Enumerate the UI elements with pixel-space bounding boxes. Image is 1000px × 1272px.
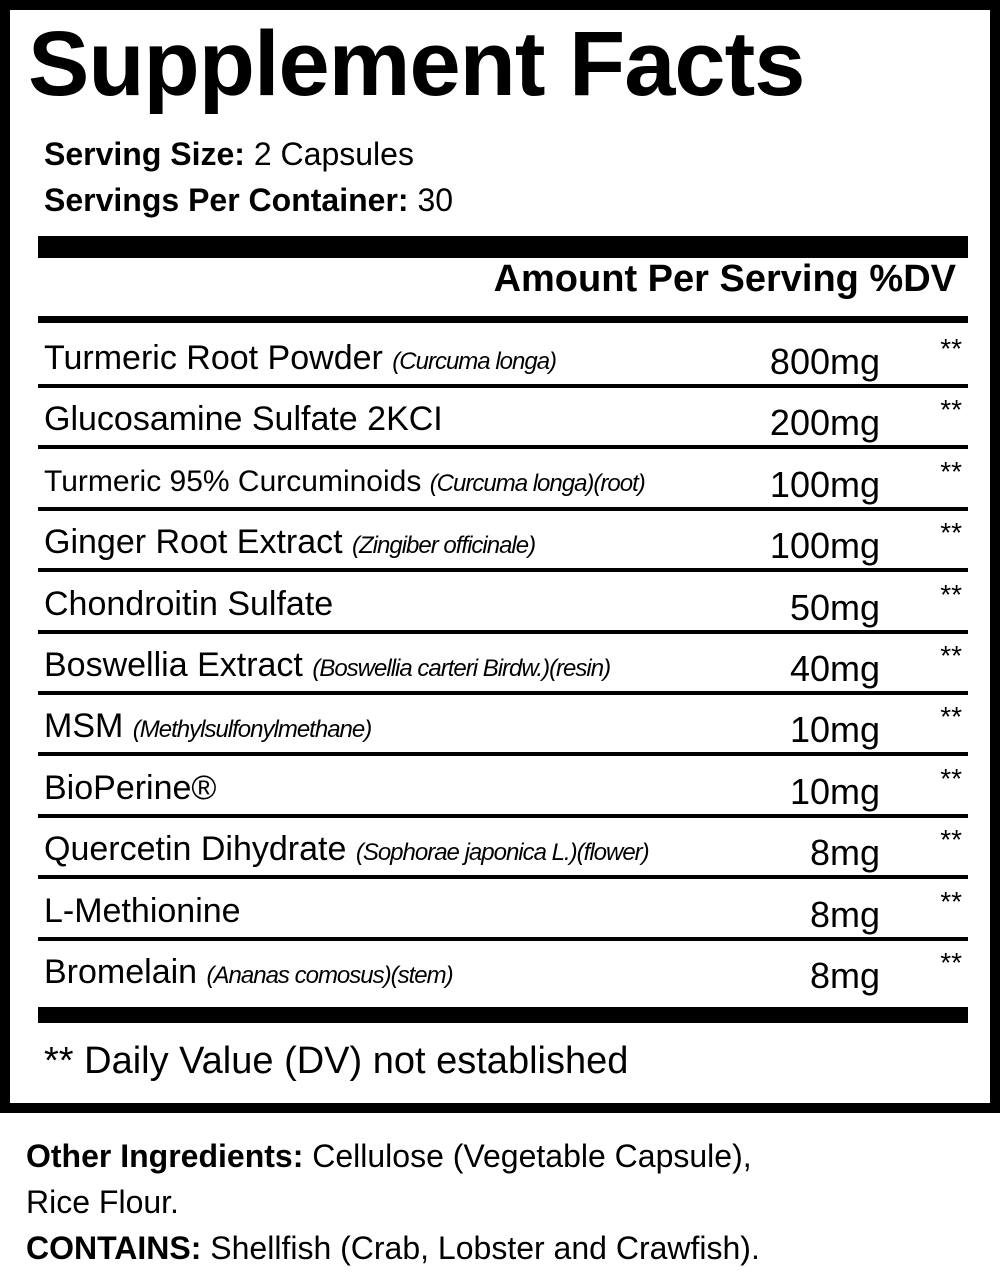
ingredient-row: MSM (Methylsulfonylmethane) 10mg ** <box>38 695 968 757</box>
ingredient-dv: ** <box>940 885 962 917</box>
ingredient-name-text: Quercetin Dihydrate <box>44 830 347 869</box>
ingredient-name: Bromelain (Ananas comosus)(stem) <box>44 953 454 992</box>
ingredient-row: BioPerine® 10mg ** <box>38 757 968 818</box>
ingredient-row: L-Methionine 8mg ** <box>38 880 968 941</box>
ingredient-name-text: Ginger Root Extract <box>44 523 343 562</box>
ingredient-amount: 40mg <box>789 648 880 689</box>
ingredient-row: Turmeric 95% Curcuminoids (Curcuma longa… <box>38 450 968 511</box>
divider <box>38 316 968 323</box>
ingredient-name: Quercetin Dihydrate (Sophorae japonica L… <box>44 830 650 869</box>
ingredient-dv: ** <box>940 517 962 549</box>
ingredient-name: Boswellia Extract (Boswellia carteri Bir… <box>44 646 611 685</box>
ingredient-dv: ** <box>940 824 962 856</box>
ingredient-name: Turmeric 95% Curcuminoids (Curcuma longa… <box>44 464 646 499</box>
ingredient-amount: 8mg <box>809 955 880 996</box>
ingredient-dv: ** <box>940 701 962 733</box>
ingredient-name: BioPerine® <box>44 769 216 808</box>
servings-per-container-value: 30 <box>417 182 454 218</box>
serving-size-value: 2 Capsules <box>253 136 414 172</box>
ingredient-latin-name: (Curcuma longa)(root) <box>429 469 646 497</box>
ingredient-amount: 10mg <box>789 709 880 751</box>
amount-header: Amount Per Serving %DV <box>493 258 956 300</box>
ingredient-dv: ** <box>940 762 962 794</box>
ingredient-name-text: MSM <box>44 707 124 746</box>
ingredient-amount: 100mg <box>769 463 880 505</box>
servings-per-container: Servings Per Container: 30 <box>44 182 453 219</box>
ingredient-latin-name: (Sophorae japonica L.)(flower) <box>355 839 650 867</box>
servings-per-container-label: Servings Per Container: <box>44 182 409 218</box>
ingredient-name: L-Methionine <box>44 892 241 931</box>
ingredient-row: Quercetin Dihydrate (Sophorae japonica L… <box>38 818 968 880</box>
ingredient-name: Turmeric Root Powder (Curcuma longa) <box>44 339 557 378</box>
ingredient-name: MSM (Methylsulfonylmethane) <box>44 707 372 746</box>
ingredient-name-text: Bromelain <box>44 953 198 991</box>
ingredient-dv: ** <box>940 333 962 364</box>
ingredient-latin-name: (Methylsulfonylmethane) <box>132 716 372 744</box>
supplement-facts-panel <box>0 0 1000 1113</box>
ingredient-row: Boswellia Extract (Boswellia carteri Bir… <box>38 634 968 695</box>
contains-label: CONTAINS: <box>26 1230 202 1266</box>
footnote: ** Daily Value (DV) not established <box>44 1040 629 1082</box>
serving-size-label: Serving Size: <box>44 136 245 172</box>
ingredient-name-text: L-Methionine <box>44 891 241 930</box>
ingredient-row: Bromelain (Ananas comosus)(stem) 8mg ** <box>38 941 968 1002</box>
thick-divider <box>38 236 968 258</box>
thick-divider <box>38 1007 968 1023</box>
ingredient-row: Turmeric Root Powder (Curcuma longa) 800m… <box>38 327 968 388</box>
ingredient-dv: ** <box>940 947 962 978</box>
ingredient-dv: ** <box>940 455 962 487</box>
ingredient-row: Chondroitin Sulfate 50mg ** <box>38 573 968 634</box>
ingredient-amount: 200mg <box>769 402 880 444</box>
serving-size: Serving Size: 2 Capsules <box>44 136 414 173</box>
contains: CONTAINS: Shellfish (Crab, Lobster and C… <box>26 1230 760 1267</box>
ingredient-dv: ** <box>940 640 962 671</box>
ingredient-name: Chondroitin Sulfate <box>44 585 333 624</box>
ingredient-amount: 10mg <box>789 770 880 812</box>
other-ingredients: Other Ingredients: Cellulose (Vegetable … <box>26 1138 752 1175</box>
ingredient-name-text: Turmeric Root Powder <box>44 339 383 377</box>
ingredient-row: Ginger Root Extract (Zingiber officinale… <box>38 511 968 573</box>
ingredient-name-text: Glucosamine Sulfate 2KCI <box>44 400 443 439</box>
ingredient-dv: ** <box>940 394 962 426</box>
other-ingredients-line2: Rice Flour. <box>26 1184 179 1220</box>
ingredient-latin-name: (Curcuma longa) <box>392 348 557 375</box>
ingredient-latin-name: (Ananas comosus)(stem) <box>206 962 454 989</box>
ingredient-amount: 50mg <box>789 586 880 628</box>
ingredient-name: Glucosamine Sulfate 2KCI <box>44 400 443 439</box>
ingredient-amount: 8mg <box>809 893 880 935</box>
ingredient-name-text: Turmeric 95% Curcuminoids <box>44 464 422 498</box>
ingredient-name-text: Chondroitin Sulfate <box>44 584 334 623</box>
ingredient-amount: 100mg <box>769 525 880 567</box>
ingredient-dv: ** <box>940 578 962 610</box>
ingredient-amount: 8mg <box>809 832 880 874</box>
ingredient-name: Ginger Root Extract (Zingiber officinale… <box>44 523 536 562</box>
panel-title: Supplement Facts <box>28 13 805 115</box>
ingredient-row: Glucosamine Sulfate 2KCI 200mg ** <box>38 388 968 450</box>
other-ingredients-value: Cellulose (Vegetable Capsule), <box>312 1138 752 1174</box>
ingredient-name-text: BioPerine® <box>44 768 217 807</box>
ingredient-amount: 800mg <box>769 341 880 382</box>
ingredient-latin-name: (Zingiber officinale) <box>352 532 536 560</box>
other-ingredients-label: Other Ingredients: <box>26 1138 304 1174</box>
contains-value: Shellfish (Crab, Lobster and Crawfish). <box>210 1230 760 1266</box>
ingredient-latin-name: (Boswellia carteri Birdw.)(resin) <box>312 655 611 682</box>
ingredient-name-text: Boswellia Extract <box>44 646 303 684</box>
